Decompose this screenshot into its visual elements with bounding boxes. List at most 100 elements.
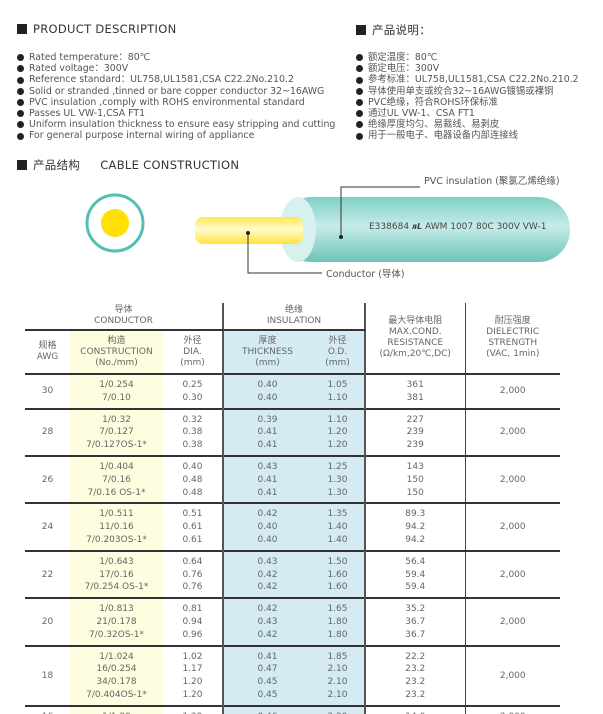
bullet-icon [17,132,24,140]
od-value: 1.25 [327,461,348,472]
bullet-icon [17,121,24,129]
construction-cell: 1/0.254 7/0.10 [70,374,163,409]
dia-cell: 0.64 0.76 0.76 [163,551,223,598]
construction-value: 1/0.643 [99,556,134,567]
cross-section [85,193,145,253]
dia-cell: 0.40 0.48 0.48 [163,456,223,503]
dia-value: 0.48 [182,474,203,485]
header-line: (mm) [180,357,205,368]
header-line: MAX.COND. [388,327,442,337]
insulation-group-header: 绝缘 INSULATION [222,303,365,331]
od-cell: 1.35 1.40 1.40 [311,503,365,551]
thickness-value: 0.42 [257,604,278,615]
dia-value: 0.81 [182,604,203,615]
thickness-value: 0.40 [257,534,278,545]
heading-cn: 产品结构 [33,158,81,172]
list-item: For general purpose internal wiring of a… [17,130,335,141]
thickness-value: 0.43 [257,556,278,567]
dia-value: 0.76 [182,582,203,593]
thickness-value: 0.41 [257,487,278,498]
thickness-value: 0.41 [257,474,278,485]
h: 导体 [114,305,133,315]
header-line: (VAC, 1min) [486,349,540,359]
item-text: 通过UL VW-1、CSA FT1 [368,108,475,120]
thickness-cell: 0.43 0.41 0.41 [222,455,311,504]
od-value: 1.65 [327,604,348,615]
header-line: 耐压强度 [494,316,531,326]
od-cell: 1.85 2.10 2.10 2.10 [311,645,365,706]
dielectric-cell: 2,000 [464,705,560,714]
dia-cell: 1.291.49 [163,706,223,714]
resistance-cell: 35.2 36.7 36.7 [364,598,465,646]
dielectric-cell: 2,000 [464,408,560,456]
item-text: 导体使用单支或绞合32~16AWG镀锡或裸铜 [368,85,554,97]
construction-cell: 1/0.404 7/0.16 7/0.16 OS-1* [70,455,163,504]
item-text: PVC insulation ,comply with ROHS environ… [29,96,305,108]
list-item: Reference standard：UL758,UL1581,CSA C22.… [17,74,335,85]
dielectric-cell: 2,000 [464,645,560,706]
od-cell: 1.50 1.60 1.60 [311,550,365,599]
od-value: 1.30 [327,474,348,485]
table-row: 161/1.2926/0.2541.291.490.460.462.202.40… [25,705,560,714]
h: CONDUCTOR [94,316,153,326]
specification-table: 导体 CONDUCTOR 绝缘 INSULATION 最大导体电阻 MAX.COND.… [25,303,560,714]
od-cell: 1.05 1.10 [311,374,365,409]
list-item: 用于一般电子、电器设备内部连接线 [356,130,579,141]
list-item: Uniform insulation thickness to ensure e… [17,119,335,130]
awg-cell: 20 [41,616,54,627]
thickness-cell: 0.40 0.40 [222,374,311,409]
construction-value: 7/0.127 [99,427,134,438]
resistance-value: 239 [406,440,424,451]
bullet-icon [17,65,24,73]
resistance-value: 94.2 [405,522,426,533]
thickness-value: 0.41 [257,440,278,451]
bullet-icon [356,132,363,140]
table-row: 28 1/0.32 7/0.127 7/0.127OS-1* 0.32 0.38 0.38 0… [25,408,560,456]
construction-cell: 1/0.511 11/0.16 7/0.203OS-1* [70,503,163,551]
resistance-value: 36.7 [405,629,426,640]
resistance-value: 143 [406,461,424,472]
thickness-value: 0.46 [224,711,311,714]
awg-header: 规格 AWG [25,330,70,374]
od-cell: 1.65 1.80 1.80 [311,598,365,646]
list-item: Rated voltage：300V [17,63,335,74]
resistance-value: 150 [406,487,424,498]
construction-value: 1/1.29 [70,711,163,714]
resistance-header: 最大导体电阻 MAX.COND. RESISTANCE (Ω/km,20℃,DC) [364,303,465,374]
header-line: 规格 [38,341,57,351]
construction-value: 7/0.32OS-1* [88,629,145,640]
od-value: 1.80 [327,616,348,627]
construction-value: 7/0.127OS-1* [86,440,147,451]
header-line: 外径 [328,335,347,346]
list-item: 通过UL VW-1、CSA FT1 [356,108,579,119]
od-value: 2.10 [327,664,348,675]
dia-value: 0.61 [182,534,203,545]
resistance-value: 150 [406,474,424,485]
bullet-icon [17,87,24,95]
od-value: 1.80 [327,629,348,640]
resistance-cell: 227 239 239 [364,408,465,456]
square-bullet-icon [17,24,27,34]
table-row: 30 1/0.254 7/0.10 0.25 0.30 0.40 0.40 1.05 1.10 3… [25,374,560,409]
header-line: RESISTANCE [387,338,444,348]
product-description-heading: PRODUCT DESCRIPTION [17,22,177,36]
od-value: 1.30 [327,487,348,498]
thickness-value: 0.41 [257,651,278,662]
awg-cell: 16 [25,706,70,714]
header-line: (Ω/km,20℃,DC) [379,349,451,359]
od-header: 外径 O.D. (mm) [311,330,365,374]
square-bullet-icon [356,25,366,35]
bullet-icon [356,98,363,106]
list-item: Rated temperature：80℃ [17,52,335,63]
header-line: (No./mm) [95,357,138,368]
od-value: 1.20 [327,440,348,451]
od-value: 1.60 [327,582,348,593]
resistance-value: 94.2 [405,534,426,545]
list-item: Passes UL VW-1,CSA FT1 [17,108,335,119]
thickness-value: 0.45 [257,689,278,700]
awg-cell: 18 [41,670,54,681]
dielectric-cell: 2,000 [464,503,560,551]
thickness-value: 0.40 [257,522,278,533]
header-line: O.D. [327,346,348,357]
construction-value: 11/0.16 [99,522,134,533]
